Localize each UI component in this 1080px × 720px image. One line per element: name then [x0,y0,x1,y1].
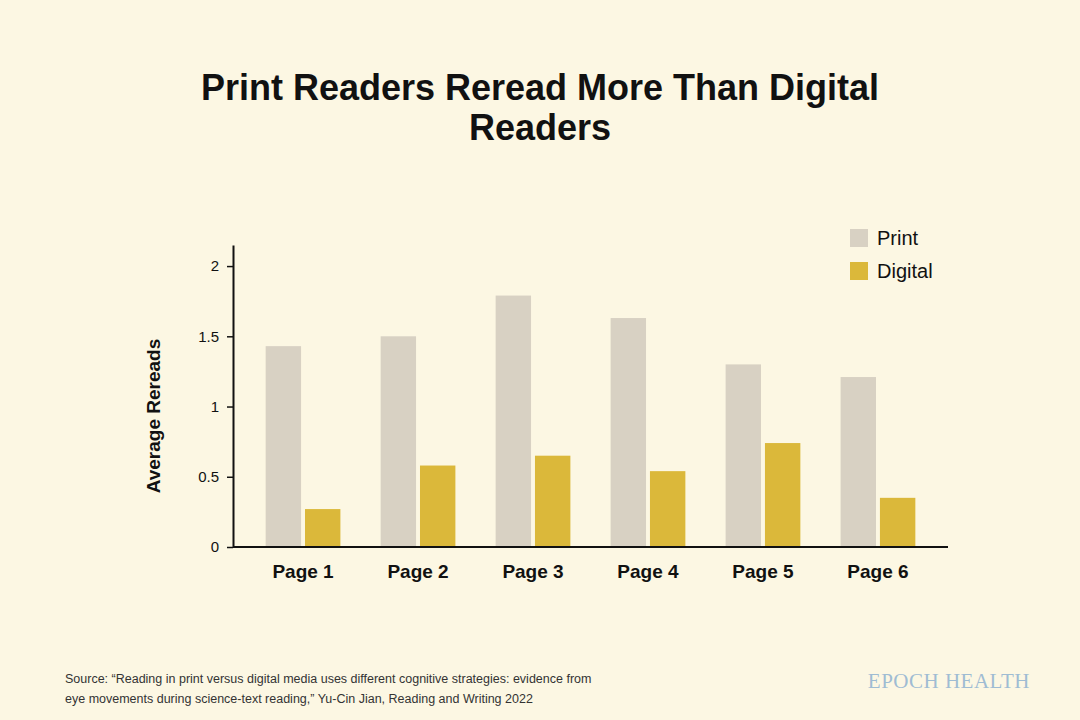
series-0 [266,296,876,547]
y-tick-mark [227,406,233,408]
bar [381,336,416,547]
bar [765,443,800,547]
bar [266,346,301,547]
x-tick-label: Page 1 [272,561,334,582]
title: Print Readers Reread More Than DigitalRe… [201,67,879,148]
y-tick-label: 1 [211,398,219,415]
credit: EPOCH HEALTH [868,669,1030,693]
x-tick: Page 4 [617,561,679,582]
x-tick-label: Page 4 [617,561,679,582]
y-axis-title: Average Rereads [143,339,164,494]
y-tick-mark [227,477,233,479]
series-1 [305,443,915,547]
y-tick: 0 [211,538,233,555]
bar [496,296,531,547]
legend-item: Print [850,227,919,249]
y-tick-mark [227,547,233,549]
bar [611,318,646,547]
y-axis-line [233,246,235,548]
legend-swatch [850,262,868,280]
bars [266,296,916,547]
x-tick-label: Page 5 [732,561,794,582]
source: Source: “Reading in print versus digital… [65,672,591,706]
chart-svg: Print Readers Reread More Than DigitalRe… [0,0,1080,720]
legend-label: Digital [877,260,933,282]
legend: Print Digital [850,227,933,282]
bar [650,471,685,547]
y-tick-label: 2 [211,257,219,274]
x-tick: Page 5 [732,561,794,582]
y-tick: 1.5 [198,328,233,345]
x-axis-line [233,546,948,548]
bar [880,498,915,547]
page: Print Readers Reread More Than DigitalRe… [0,0,1080,720]
bar [305,509,340,547]
y-tick-mark [227,266,233,268]
x-tick: Page 3 [502,561,563,582]
title-line: Readers [469,107,611,148]
bar [420,466,455,547]
source-line: Source: “Reading in print versus digital… [65,672,591,686]
x-tick: Page 1 [272,561,334,582]
legend-label: Print [877,227,919,249]
legend-item: Digital [850,260,933,282]
legend-swatch [850,229,868,247]
x-tick-label: Page 3 [502,561,563,582]
x-tick-label: Page 2 [387,561,448,582]
y-tick: 1 [211,398,233,415]
y-tick: 0.5 [198,468,233,485]
y-axis: 0 0.5 1 1.5 2 [198,246,233,556]
bar [535,456,570,547]
y-tick-label: 1.5 [198,328,219,345]
y-tick-label: 0.5 [198,468,219,485]
bar [726,364,761,547]
x-tick: Page 2 [387,561,448,582]
bar [841,377,876,547]
y-tick-label: 0 [211,538,219,555]
y-tick-mark [227,336,233,338]
chart-container: Print Readers Reread More Than DigitalRe… [0,0,1080,720]
x-tick: Page 6 [847,561,908,582]
background [0,0,1080,720]
x-axis: Page 1 Page 2 Page 3 Page 4 Page 5 Page 6 [233,547,948,582]
title-line: Print Readers Reread More Than Digital [201,67,879,108]
x-tick-label: Page 6 [847,561,908,582]
source-line: eye movements during science-text readin… [65,692,533,706]
y-tick: 2 [211,257,233,274]
